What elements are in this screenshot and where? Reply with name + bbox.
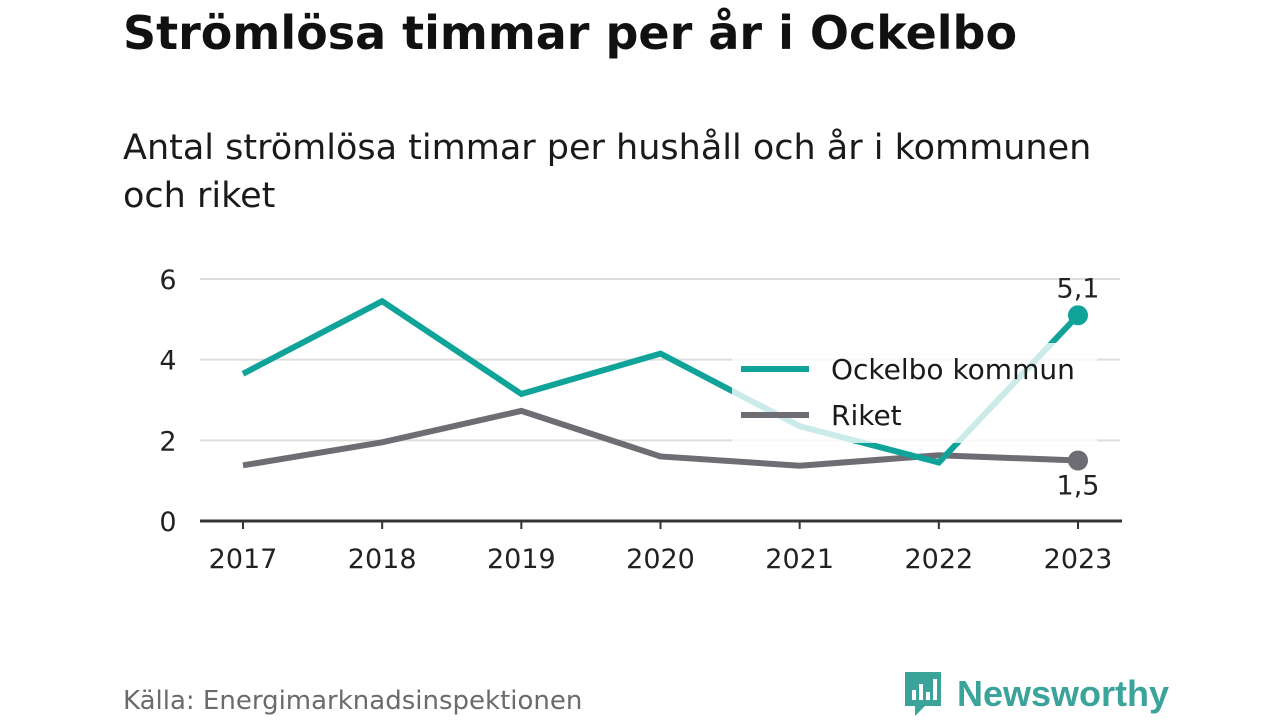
- y-tick-label: 6: [159, 265, 176, 296]
- data-point: [1068, 305, 1088, 326]
- legend: Ockelbo kommun Riket: [732, 343, 1097, 443]
- y-axis-ticks: 0 2 4 6: [159, 265, 176, 538]
- brand: Newsworthy: [903, 670, 1169, 718]
- data-label-riket-2023: 1,5: [1057, 471, 1100, 502]
- x-tick-label: 2020: [626, 544, 695, 575]
- data-label-ockelbo-2023: 5,1: [1057, 273, 1100, 304]
- source-note: Källa: Energimarknadsinspektionen: [123, 686, 583, 716]
- series-line-riket: [242, 407, 1079, 469]
- x-tick-label: 2017: [209, 544, 278, 575]
- chart-title: Strömlösa timmar per år i Ockelbo: [123, 6, 1018, 60]
- x-tick-label: 2022: [904, 544, 973, 575]
- chart-subtitle: Antal strömlösa timmar per hushåll och å…: [123, 128, 1092, 216]
- legend-label: Riket: [831, 399, 902, 432]
- series-lines: [241, 297, 1088, 471]
- brand-name: Newsworthy: [957, 673, 1170, 714]
- x-tick-label: 2019: [487, 544, 556, 575]
- x-tick-label: 2023: [1044, 544, 1113, 575]
- x-tick-label: 2018: [348, 544, 417, 575]
- x-tick-label: 2021: [765, 544, 834, 575]
- y-tick-label: 4: [159, 346, 176, 377]
- data-point: [1068, 450, 1088, 471]
- y-tick-label: 0: [159, 507, 176, 538]
- y-tick-label: 2: [159, 426, 176, 457]
- legend-label: Ockelbo kommun: [831, 353, 1075, 386]
- newsworthy-logo-icon: [905, 672, 941, 716]
- series-line-ockelbo: [241, 297, 1081, 466]
- x-axis-ticks: 2017 2018 2019 2020 2021 2022 2023: [209, 521, 1113, 575]
- legend-background: [732, 343, 1097, 443]
- data-labels: 5,1 1,5: [1057, 273, 1100, 501]
